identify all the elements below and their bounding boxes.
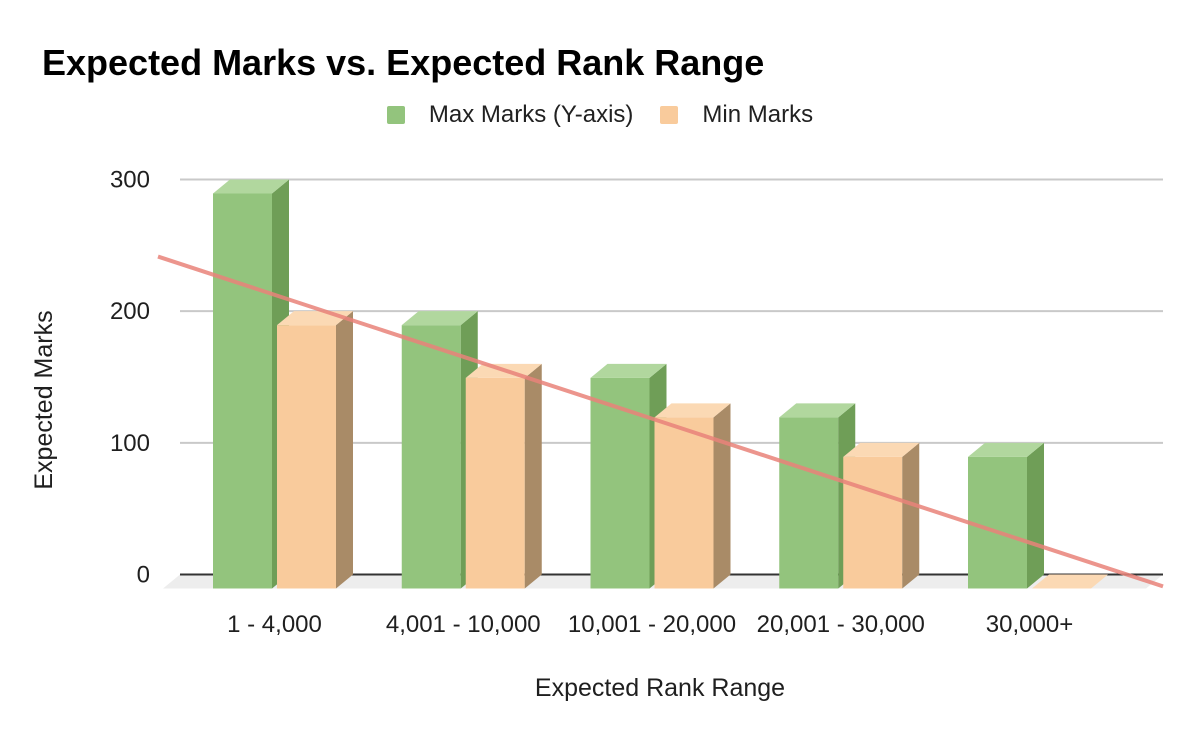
bar-max-marks-y-axis-1-front <box>401 325 461 589</box>
x-category-label-1: 4,001 - 10,000 <box>386 611 541 638</box>
legend-item-min-marks: Min Marks <box>660 101 813 129</box>
legend-label-max-marks: Max Marks (Y-axis) <box>428 101 634 128</box>
x-category-label-2: 10,001 - 20,000 <box>568 611 736 638</box>
bar-min-marks-0-side <box>336 311 353 589</box>
bar-min-marks-3-side <box>902 442 920 589</box>
bar-max-marks-y-axis-2-top <box>590 363 667 378</box>
y-tick-label-0: 0 <box>137 562 150 589</box>
bar-min-marks-1-side <box>524 363 542 589</box>
trendline <box>157 254 1164 589</box>
legend-swatch-max-marks <box>386 106 405 124</box>
y-tick-label-100: 100 <box>110 430 150 457</box>
chart-title: Expected Marks vs. Expected Rank Range <box>42 42 765 83</box>
y-tick-label-300: 300 <box>110 167 150 194</box>
bar-min-marks-3-front <box>843 456 903 589</box>
bar-max-marks-y-axis-4-front <box>968 456 1027 589</box>
x-category-label-3: 20,001 - 30,000 <box>757 611 925 638</box>
bar-min-marks-2-side <box>713 403 731 589</box>
x-category-label-4: 30,000+ <box>986 611 1073 638</box>
bar-max-marks-y-axis-3-top <box>779 403 856 418</box>
bar-max-marks-y-axis-0-front <box>213 193 272 589</box>
bar-min-marks-4-flat <box>1032 574 1108 589</box>
bar-max-marks-y-axis-4-top <box>968 442 1044 457</box>
bar-max-marks-y-axis-3-front <box>779 417 839 589</box>
x-category-label-0: 1 - 4,000 <box>227 611 322 638</box>
y-tick-label-200: 200 <box>110 298 150 325</box>
legend-swatch-min-marks <box>660 106 679 124</box>
bar-min-marks-0-front <box>277 325 336 589</box>
y-axis-title: Expected Marks <box>30 310 58 489</box>
bar-min-marks-3-top <box>843 442 920 457</box>
bar-min-marks-1-front <box>465 377 525 589</box>
x-axis-title: Expected Rank Range <box>535 674 785 702</box>
legend-label-min-marks: Min Marks <box>702 101 814 128</box>
legend-item-max-marks: Max Marks (Y-axis) <box>386 101 634 129</box>
legend: Max Marks (Y-axis) Min Marks <box>0 101 1200 129</box>
bar-max-marks-y-axis-1-top <box>401 311 478 326</box>
bar-min-marks-2-front <box>654 417 714 589</box>
bar-max-marks-y-axis-0-top <box>213 179 289 194</box>
bar-min-marks-2-top <box>654 403 731 418</box>
bar-max-marks-y-axis-4-side <box>1027 442 1044 589</box>
